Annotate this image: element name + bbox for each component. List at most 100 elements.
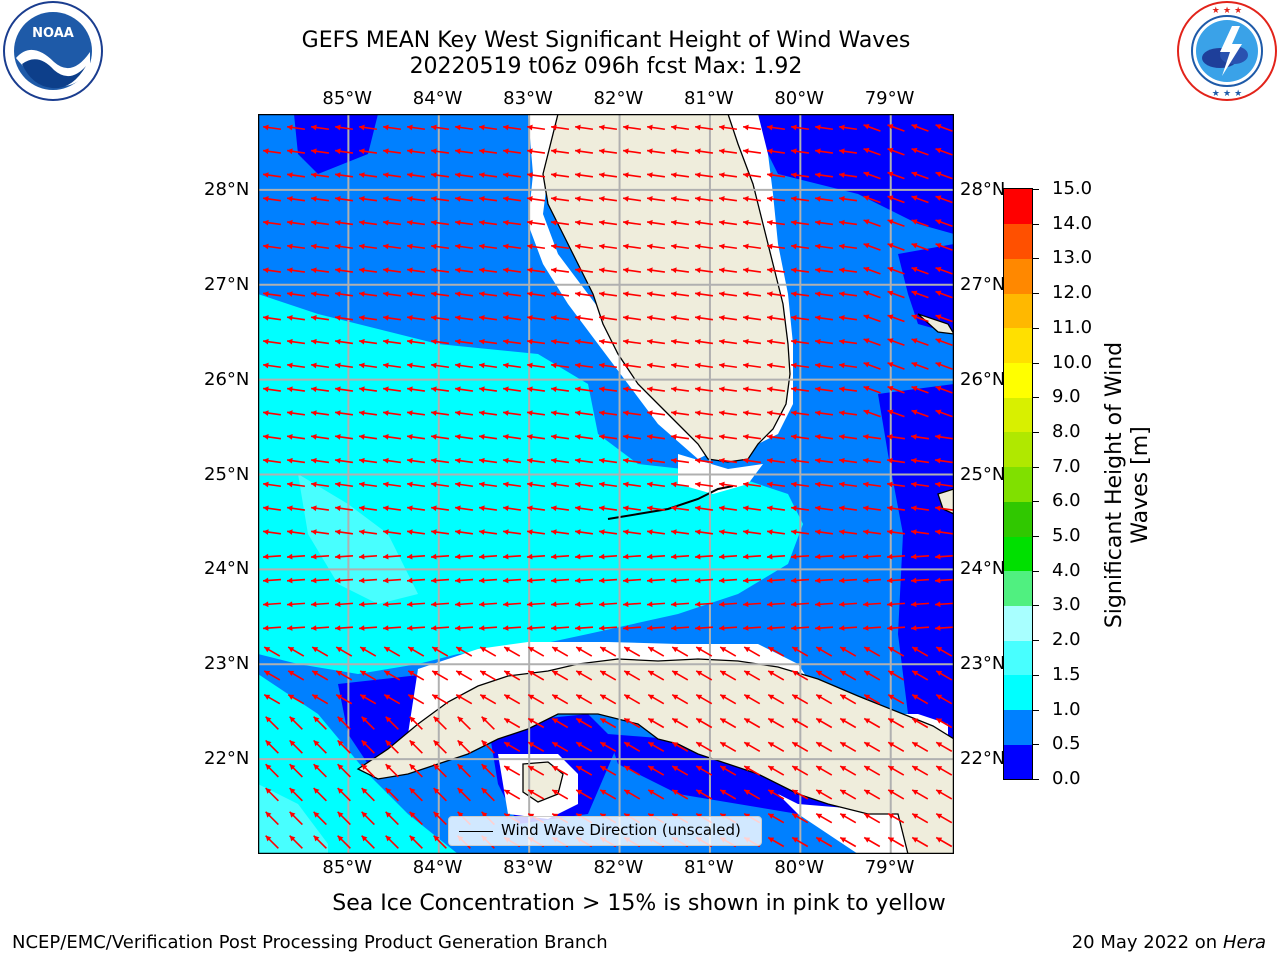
wind-wave-arrow xyxy=(526,315,546,321)
wind-wave-arrow xyxy=(647,765,665,776)
wind-wave-arrow xyxy=(430,315,450,321)
wind-wave-arrow xyxy=(935,266,953,275)
wind-wave-arrow xyxy=(742,148,762,155)
lat-label-left: 28°N xyxy=(204,178,250,200)
wind-wave-arrow xyxy=(502,148,522,155)
wind-wave-arrow xyxy=(814,481,834,488)
wind-wave-arrow xyxy=(286,291,306,297)
wind-wave-arrow xyxy=(334,625,354,631)
wind-wave-arrow xyxy=(910,625,930,631)
wind-wave-arrow xyxy=(310,267,330,274)
wind-wave-arrow xyxy=(598,457,618,464)
wind-wave-arrow xyxy=(694,291,714,297)
wind-wave-arrow xyxy=(814,625,834,631)
wind-wave-arrow xyxy=(478,219,498,226)
wind-wave-arrow xyxy=(574,457,594,464)
wind-wave-arrow xyxy=(262,315,282,321)
wind-wave-arrow xyxy=(719,717,737,729)
wind-wave-arrow xyxy=(742,362,762,369)
wind-wave-arrow xyxy=(887,219,905,228)
wind-wave-arrow xyxy=(718,553,738,560)
wind-wave-arrow xyxy=(935,362,953,370)
legend-line-swatch xyxy=(459,831,493,832)
wind-wave-arrow xyxy=(623,670,641,681)
wind-wave-arrow xyxy=(790,219,810,226)
lon-label-top: 79°W xyxy=(864,88,915,109)
wind-wave-arrow xyxy=(934,457,954,464)
wind-wave-arrow xyxy=(646,481,666,488)
colorbar-tick-mark xyxy=(1033,605,1039,607)
wind-wave-arrow xyxy=(935,836,953,848)
wind-wave-arrow xyxy=(599,717,617,729)
wind-wave-arrow xyxy=(838,362,858,369)
wind-wave-arrow xyxy=(694,338,714,345)
wind-wave-arrow xyxy=(695,789,713,800)
wind-wave-arrow xyxy=(574,338,594,345)
wind-wave-arrow xyxy=(313,716,327,730)
wind-wave-arrow xyxy=(695,741,713,752)
wind-wave-arrow xyxy=(742,529,762,535)
wind-wave-arrow xyxy=(430,505,450,512)
wind-wave-arrow xyxy=(838,505,858,512)
colorbar-tick-label: 7.0 xyxy=(1052,455,1081,477)
wind-wave-arrow xyxy=(502,577,522,584)
wind-wave-arrow xyxy=(335,670,353,681)
wind-wave-arrow xyxy=(502,196,522,202)
wind-wave-arrow xyxy=(767,813,785,824)
wind-wave-arrow xyxy=(334,291,354,297)
wind-wave-arrow xyxy=(406,315,426,321)
land-bahamas xyxy=(917,313,954,515)
wind-wave-arrow xyxy=(646,577,666,584)
wind-wave-arrow xyxy=(790,434,810,440)
wind-wave-arrow xyxy=(718,529,738,535)
wind-wave-arrow xyxy=(502,553,522,560)
wind-wave-arrow xyxy=(382,148,402,155)
wind-wave-arrow xyxy=(863,741,881,752)
wind-wave-arrow xyxy=(766,481,786,488)
wind-wave-arrow xyxy=(694,243,714,250)
wind-wave-arrow xyxy=(815,646,833,657)
wind-wave-arrow xyxy=(599,646,617,657)
wind-wave-arrow xyxy=(550,267,570,274)
wind-wave-arrow xyxy=(766,434,786,440)
wind-wave-arrow xyxy=(599,741,617,752)
wind-wave-arrow xyxy=(550,529,570,535)
lon-label-top: 83°W xyxy=(503,88,553,109)
wind-wave-arrow xyxy=(742,315,762,321)
wind-wave-arrow xyxy=(478,410,498,416)
wind-wave-arrow xyxy=(622,267,642,274)
wind-wave-arrow xyxy=(622,362,642,369)
wind-wave-arrow xyxy=(574,481,594,488)
wind-wave-arrow xyxy=(718,267,738,274)
wind-wave-arrow xyxy=(575,646,593,657)
wind-wave-arrow xyxy=(550,505,570,512)
wind-wave-arrow xyxy=(334,529,354,535)
wind-wave-arrow xyxy=(289,835,303,849)
wind-wave-arrow xyxy=(790,410,810,416)
wind-wave-arrow xyxy=(695,694,713,705)
wind-wave-arrow xyxy=(526,291,546,297)
wind-wave-arrow xyxy=(790,172,810,178)
wind-wave-arrow xyxy=(406,481,426,488)
colorbar-tick-mark xyxy=(1033,466,1039,468)
wind-wave-arrow xyxy=(598,410,618,416)
lon-label-bottom: 79°W xyxy=(864,857,915,878)
wind-wave-arrow xyxy=(887,789,905,800)
wind-wave-arrow xyxy=(262,577,282,584)
wind-wave-arrow xyxy=(286,124,306,131)
wind-wave-arrow xyxy=(454,267,474,274)
wind-wave-arrow xyxy=(382,196,402,202)
wind-wave-arrow xyxy=(454,172,474,178)
wind-wave-arrow xyxy=(695,765,713,776)
wind-wave-arrow xyxy=(287,646,305,657)
colorbar-tick-label: 14.0 xyxy=(1052,212,1093,234)
colorbar-tick-label: 4.0 xyxy=(1052,559,1081,581)
wind-wave-arrow xyxy=(313,787,327,802)
wind-wave-arrow xyxy=(670,148,690,155)
wind-wave-arrow xyxy=(863,409,881,418)
map-canvas xyxy=(258,114,954,854)
wind-wave-arrow xyxy=(286,577,306,584)
wind-wave-arrow xyxy=(622,505,642,512)
wind-wave-arrow xyxy=(935,171,953,180)
wind-wave-arrow xyxy=(598,338,618,345)
